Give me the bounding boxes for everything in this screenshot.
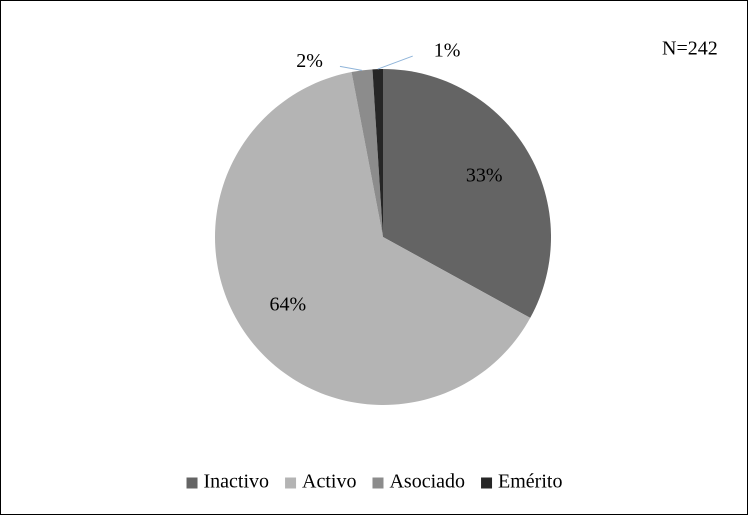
pie-slice [383, 69, 552, 318]
legend-label: Activo [302, 471, 356, 493]
pie-slice [372, 69, 383, 237]
leader-line [339, 65, 363, 71]
data-label: 33% [466, 165, 503, 187]
data-label: 64% [270, 294, 307, 316]
annotation: N=242 [662, 38, 718, 60]
legend-swatch [481, 477, 493, 489]
pie-slice [351, 69, 383, 237]
data-label: 1% [434, 40, 461, 62]
legend-label: Asociado [389, 471, 465, 493]
pie-slice [215, 71, 531, 405]
legend-swatch [372, 477, 384, 489]
legend-swatch [285, 477, 297, 489]
legend-label: Inactivo [204, 471, 270, 493]
leader-line [377, 55, 413, 70]
legend-label: Emérito [498, 471, 562, 493]
data-label: 2% [296, 50, 323, 72]
legend-swatch [186, 477, 198, 489]
